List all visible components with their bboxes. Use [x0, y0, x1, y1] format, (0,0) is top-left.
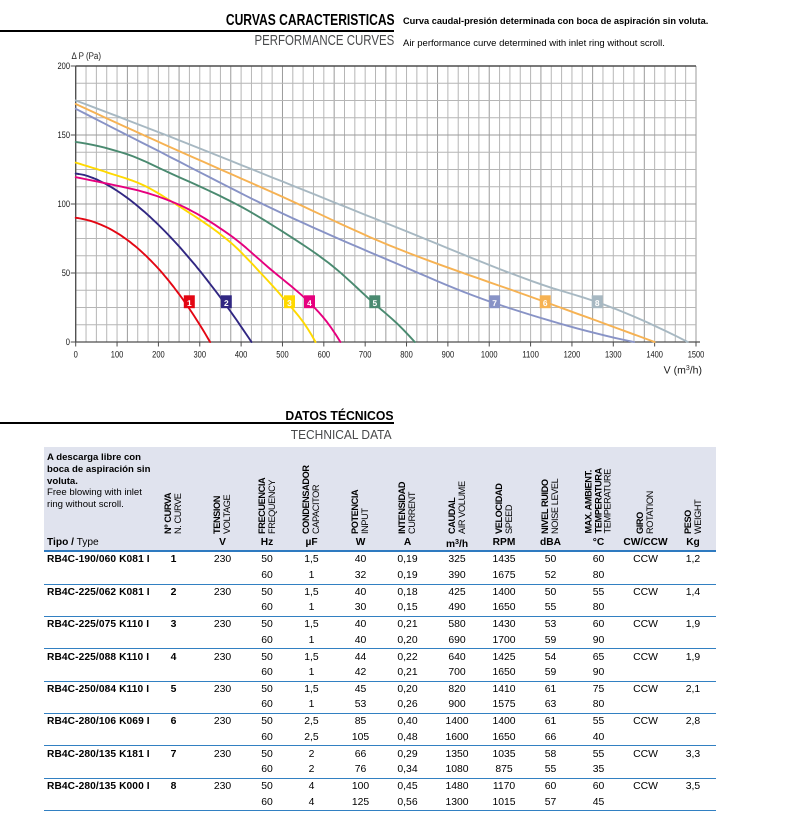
svg-text:1000: 1000 — [481, 349, 498, 360]
svg-text:150: 150 — [58, 129, 71, 140]
svg-text:7: 7 — [492, 298, 497, 308]
svg-text:100: 100 — [111, 349, 124, 360]
svg-text:V (m3/h): V (m3/h) — [664, 365, 702, 377]
svg-text:1400: 1400 — [646, 349, 663, 360]
svg-text:2: 2 — [224, 298, 229, 308]
svg-text:5: 5 — [372, 298, 377, 308]
svg-text:800: 800 — [400, 349, 413, 360]
svg-text:1200: 1200 — [564, 349, 581, 360]
svg-text:1: 1 — [187, 298, 192, 308]
svg-text:200: 200 — [152, 349, 165, 360]
svg-text:1100: 1100 — [522, 349, 539, 360]
svg-text:500: 500 — [276, 349, 289, 360]
svg-text:700: 700 — [359, 349, 372, 360]
svg-text:6: 6 — [543, 298, 548, 308]
svg-text:300: 300 — [194, 349, 207, 360]
svg-text:200: 200 — [58, 60, 71, 71]
svg-text:0: 0 — [74, 349, 78, 360]
svg-text:0: 0 — [66, 336, 70, 347]
svg-text:8: 8 — [595, 298, 600, 308]
svg-text:1300: 1300 — [605, 349, 622, 360]
svg-text:900: 900 — [442, 349, 455, 360]
svg-text:600: 600 — [318, 349, 331, 360]
svg-text:400: 400 — [235, 349, 248, 360]
svg-text:50: 50 — [62, 267, 70, 278]
svg-text:4: 4 — [307, 298, 312, 308]
svg-text:1500: 1500 — [688, 349, 705, 360]
svg-text:3: 3 — [287, 298, 292, 308]
svg-text:100: 100 — [58, 198, 71, 209]
svg-text:Δ P (Pa): Δ P (Pa) — [72, 51, 102, 62]
